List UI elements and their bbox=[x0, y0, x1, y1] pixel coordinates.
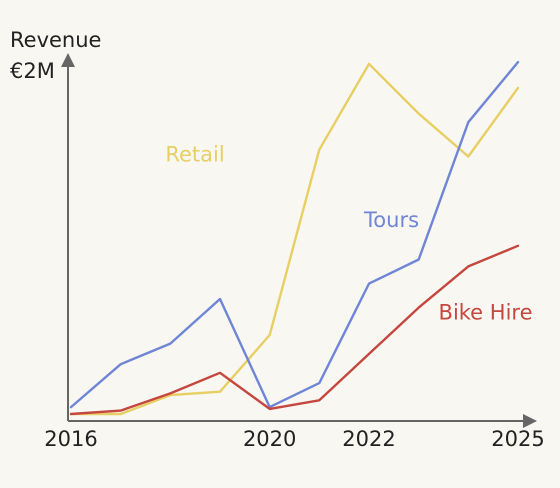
series-line-tours bbox=[69, 60, 520, 409]
y-tick-labels: €2M bbox=[10, 59, 55, 83]
x-tick-label: 2022 bbox=[342, 427, 395, 451]
x-tick-label: 2016 bbox=[44, 427, 97, 451]
series-label-bike-hire: Bike Hire bbox=[439, 301, 533, 325]
x-tick-labels: 2016 2020 2022 2025 bbox=[44, 427, 544, 451]
series-labels: Retail Tours Bike Hire bbox=[165, 143, 532, 325]
series-line-retail bbox=[69, 62, 520, 416]
x-tick-label: 2020 bbox=[243, 427, 296, 451]
series-label-retail: Retail bbox=[165, 143, 224, 167]
y-axis-label: Revenue bbox=[10, 28, 101, 52]
x-tick-label: 2025 bbox=[491, 427, 544, 451]
series-line-bike-hire bbox=[69, 244, 520, 416]
series-lines bbox=[69, 60, 520, 416]
y-tick-label: €2M bbox=[10, 59, 55, 83]
series-label-tours: Tours bbox=[363, 208, 419, 232]
